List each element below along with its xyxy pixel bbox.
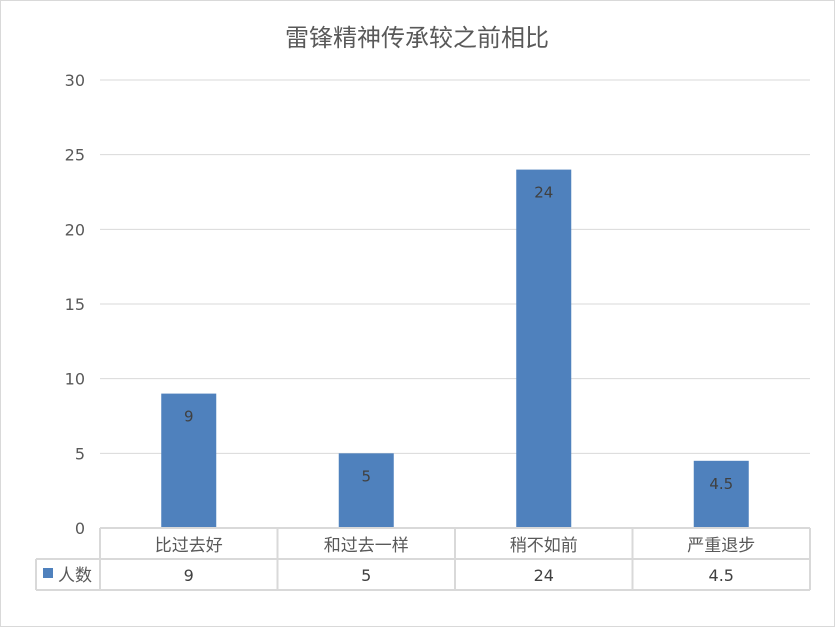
- bar: [693, 460, 749, 528]
- data-label: 24: [534, 184, 553, 202]
- chart-title: 雷锋精神传承较之前相比: [285, 24, 549, 52]
- category-label: 和过去一样: [324, 536, 409, 556]
- bar: [338, 453, 394, 528]
- data-label: 5: [361, 467, 371, 485]
- category-label: 比过去好: [155, 536, 223, 556]
- table-value: 24: [534, 566, 554, 585]
- table-value: 5: [361, 566, 371, 585]
- bar: [516, 169, 572, 528]
- y-tick-label: 30: [65, 71, 85, 90]
- category-label: 严重退步: [687, 536, 755, 556]
- y-tick-label: 5: [75, 444, 85, 463]
- category-label: 稍不如前: [510, 536, 578, 556]
- data-label: 4.5: [709, 475, 733, 493]
- y-tick-label: 0: [75, 519, 85, 538]
- y-tick-label: 20: [65, 220, 85, 239]
- bar: [161, 393, 217, 528]
- table-value: 4.5: [709, 566, 734, 585]
- data-label: 9: [184, 408, 194, 426]
- y-tick-label: 25: [65, 146, 85, 165]
- table-value: 9: [184, 566, 194, 585]
- y-tick-label: 10: [65, 370, 85, 389]
- legend-swatch: [43, 568, 53, 578]
- legend-label: 人数: [58, 566, 92, 586]
- y-tick-label: 15: [65, 295, 85, 314]
